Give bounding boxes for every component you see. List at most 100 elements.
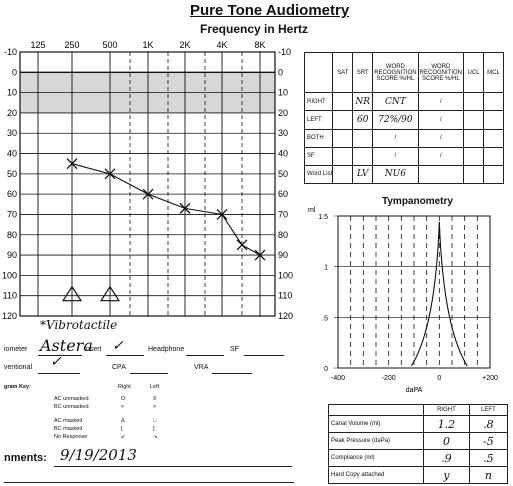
headphone-line — [186, 355, 224, 356]
audiogram-chart: 125 250 500 1K 2K 4K 8K-1001020304050607080901… — [2, 40, 293, 321]
wr1-cell: / — [372, 146, 419, 166]
db-tick-label-right: 40 — [278, 149, 288, 159]
ucl-cell — [463, 164, 484, 185]
threshold-mark — [254, 249, 266, 261]
mcl-cell — [483, 146, 504, 166]
frequency-tick-label: 2K — [179, 40, 190, 50]
cpa-label: CPA — [112, 364, 126, 371]
threshold-mark — [216, 209, 228, 220]
sat-cell — [332, 146, 354, 166]
row-label: Compliance (ml) — [328, 449, 424, 467]
conventional-check: ✓ — [50, 354, 62, 370]
vra-label: VRA — [194, 364, 209, 371]
table-row: RIGHT NR CNT / — [303, 92, 504, 112]
db-tick-label-left: 40 — [7, 149, 17, 159]
tymp-y-label: 0 — [324, 366, 328, 373]
headphone-label: Headphone — [148, 346, 185, 353]
wr1-cell: NU6 — [372, 164, 419, 185]
db-tick-label-left: 50 — [7, 169, 17, 179]
table-row: Peak Pressure (daPa) 0 -5 — [328, 432, 509, 450]
tymp-x-unit: daPA — [406, 387, 423, 394]
table-row: BOTH / / — [303, 128, 504, 148]
frequency-tick-label: 125 — [30, 40, 45, 50]
tymp-x-label: -200 — [382, 375, 396, 382]
key-row-label: No Response — [54, 434, 88, 440]
left-value: -5 — [468, 432, 509, 450]
row-label: Word List — [303, 164, 334, 185]
no-response-triangle — [99, 285, 121, 302]
key-right-symbol: ↙ — [121, 434, 126, 440]
sat-cell — [332, 164, 354, 185]
vra-line — [212, 373, 252, 374]
table-row: RIGHT LEFT — [328, 404, 509, 416]
tymp-curve-left — [410, 221, 440, 367]
srt-header: SRT — [352, 51, 374, 94]
mcl-cell — [483, 92, 504, 112]
threshold-mark — [104, 168, 116, 180]
db-tick-label-right: 30 — [278, 128, 288, 138]
wr2-cell: / — [417, 92, 465, 112]
key-row-label: BC unmasked — [54, 404, 89, 410]
row-label: Canal Volume (ml) — [328, 415, 424, 433]
wr1-cell: / — [372, 128, 419, 148]
row-label: Hard Copy attached — [328, 466, 424, 484]
db-tick-label-right: 110 — [278, 291, 292, 301]
tymp-x-label: -400 — [331, 375, 345, 382]
tymp-curve-right — [438, 221, 468, 367]
key-right-symbol: O — [121, 396, 126, 402]
tymp-results-table: RIGHT LEFT Canal Volume (ml) 1.2 .8 Peak… — [328, 404, 509, 484]
sat-header: SAT — [332, 51, 354, 94]
wr2-cell: / — [417, 146, 465, 166]
table-row: Hard Copy attached y n — [328, 466, 509, 484]
key-title: gram Key: — [4, 384, 31, 390]
row-label: Peak Pressure (daPa) — [328, 432, 424, 450]
table-row: Canal Volume (ml) 1.2 .8 — [328, 415, 509, 433]
ucl-cell — [463, 128, 484, 148]
db-tick-label-left: 30 — [7, 128, 17, 138]
table-row: Word List LV NU6 — [303, 164, 504, 185]
db-tick-label-left: 20 — [7, 108, 17, 118]
tymp-y-label: .5 — [322, 315, 328, 322]
db-tick-label-right: 70 — [278, 209, 288, 219]
mcl-cell — [483, 110, 504, 130]
tymp-x-label: 0 — [437, 375, 441, 382]
mcl-cell — [483, 164, 504, 185]
corner-cell — [303, 51, 334, 94]
tymp-y-label: 1 — [324, 265, 328, 272]
left-header: LEFT — [468, 404, 509, 416]
mcl-header: MCL — [483, 51, 504, 94]
word-recognition-header-1: WORD RECOGNITION SCORE %/HL — [372, 51, 419, 94]
key-left-symbol: X — [153, 396, 157, 402]
vibrotactile-note: *Vibrotactile — [40, 318, 118, 332]
audiometer-value: Astera — [40, 336, 93, 355]
db-tick-label-left: 110 — [3, 291, 17, 301]
comments-label: nments: — [4, 452, 47, 464]
row-label: LEFT — [303, 110, 334, 130]
audiometer-label: iometer — [4, 346, 28, 353]
db-tick-label-left: 70 — [7, 209, 17, 219]
db-tick-label-left: 10 — [7, 88, 17, 98]
key-right-symbol: Δ — [121, 418, 125, 424]
frequency-tick-label: 8K — [254, 40, 265, 50]
db-tick-label-left: 0 — [12, 67, 17, 77]
db-tick-label-right: -10 — [278, 47, 291, 57]
tymp-x-label: +200 — [482, 375, 498, 382]
frequency-tick-label: 500 — [102, 40, 117, 50]
comments-line-2 — [4, 482, 294, 483]
left-value: .8 — [468, 415, 509, 433]
speech-test-table: SAT SRT WORD RECOGNITION SCORE %/HL WORD… — [303, 51, 504, 185]
mcl-cell — [483, 128, 504, 148]
table-row: Compliance (ml) .9 .5 — [328, 449, 509, 467]
key-left-symbol: ↘ — [153, 434, 158, 440]
table-row: LEFT 60 72%/90 / — [303, 110, 504, 130]
key-left-symbol: ] — [153, 426, 155, 432]
db-tick-label-left: 120 — [2, 311, 17, 321]
conventional-label: ventional — [4, 364, 33, 371]
right-header: RIGHT — [423, 404, 470, 416]
ucl-cell — [463, 92, 484, 112]
threshold-mark — [142, 188, 154, 200]
threshold-mark — [66, 158, 78, 170]
key-left-symbol: □ — [153, 418, 157, 424]
comments-value: 9/19/2013 — [60, 446, 137, 464]
